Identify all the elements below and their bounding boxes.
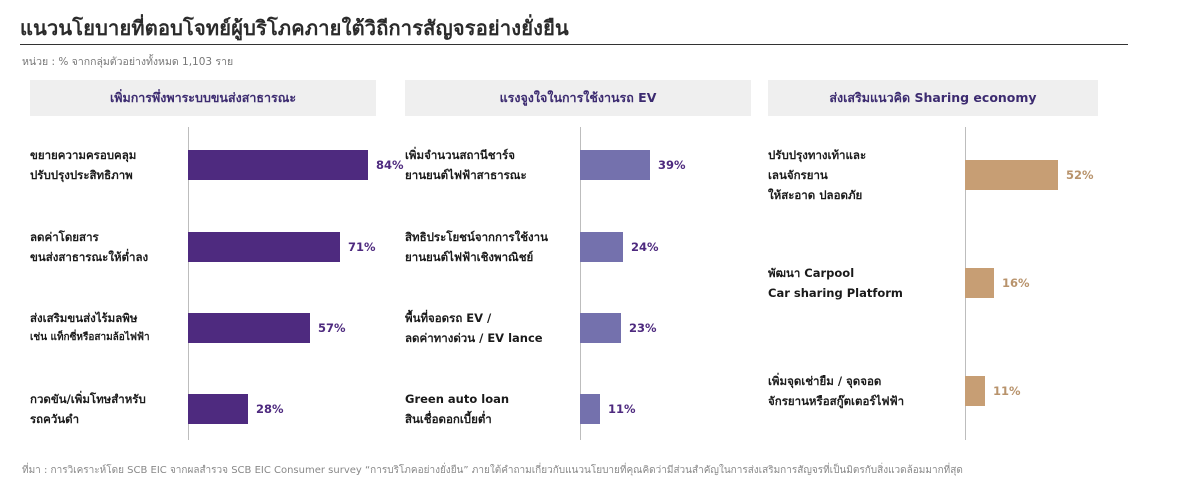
category-label-line: ขยายความครอบคลุม [30, 148, 137, 162]
category-label: กวดขัน/เพิ่มโทษสำหรับรถควันดำ [30, 389, 146, 429]
bar-value-label: 24% [631, 240, 659, 254]
title-rule [20, 44, 1128, 45]
category-label: พื้นที่จอดรถ EV / ลดค่าทางด่วน / EV lance [405, 308, 543, 348]
category-label: ส่งเสริมขนส่งไร้มลพิษเช่น แท็กซี่หรือสาม… [30, 308, 150, 348]
category-label-line: จักรยานหรือสกู๊ตเตอร์ไฟฟ้า [768, 394, 905, 408]
category-label-line: ลดค่าโดยสาร [30, 230, 99, 244]
bar-value-label: 11% [608, 402, 636, 416]
category-label-line: ขนส่งสาธารณะให้ต่ำลง [30, 250, 149, 264]
category-label: เพิ่มจำนวนสถานีชาร์จยานยนต์ไฟฟ้าสาธารณะ [405, 145, 527, 185]
category-label-line: ปรับปรุงประสิทธิภาพ [30, 168, 133, 182]
bar-axis [580, 127, 581, 440]
category-label-line: กวดขัน/เพิ่มโทษสำหรับ [30, 392, 146, 406]
bar-value-label: 57% [318, 321, 346, 335]
bar [188, 394, 248, 424]
bar [580, 150, 650, 180]
bar-value-label: 84% [376, 158, 404, 172]
category-label-line: Green auto loan [405, 392, 510, 406]
source-note: ที่มา : การวิเคราะห์โดย SCB EIC จากผลสำร… [22, 465, 963, 476]
category-label: ขยายความครอบคลุมปรับปรุงประสิทธิภาพ [30, 145, 136, 185]
unit-note: หน่วย : % จากกลุ่มตัวอย่างทั้งหมด 1,103 … [22, 56, 234, 68]
bar [580, 232, 623, 262]
bar-value-label: 39% [658, 158, 686, 172]
bar-value-label: 11% [993, 384, 1021, 398]
chart-panel-3: ส่งเสริมแนวคิด Sharing economy ปรับปรุงทา… [768, 80, 1098, 440]
panel-header-1: เพิ่มการพึ่งพาระบบขนส่งสาธารณะ [30, 80, 376, 116]
category-label: พัฒนา Carpool Car sharing Platform [768, 263, 903, 303]
panel-header-3: ส่งเสริมแนวคิด Sharing economy [768, 80, 1098, 116]
bar-value-label: 71% [348, 240, 376, 254]
bar-value-label: 52% [1066, 168, 1094, 182]
category-label-line: ลดค่าทางด่วน / EV lance [405, 331, 543, 345]
category-label-line: เพิ่มจำนวนสถานีชาร์จ [405, 148, 515, 162]
category-label-line: Car sharing Platform [768, 286, 903, 300]
bar [580, 394, 600, 424]
category-label-line: ให้สะอาด ปลอดภัย [768, 188, 863, 202]
bar [580, 313, 621, 343]
bar [965, 160, 1058, 190]
category-label: Green auto loan สินเชื่อดอกเบี้ยต่ำ [405, 389, 509, 429]
bar [188, 232, 340, 262]
chart-panel-1: เพิ่มการพึ่งพาระบบขนส่งสาธารณะขยายความคร… [30, 80, 404, 440]
category-label-line: สินเชื่อดอกเบี้ยต่ำ [405, 412, 492, 426]
category-label-line: สิทธิประโยชน์จากการใช้งาน [405, 230, 548, 244]
bar [965, 376, 985, 406]
category-label-line: ส่งเสริมขนส่งไร้มลพิษ [30, 311, 138, 325]
category-label: ปรับปรุงทางเท้าและเลนจักรยานให้สะอาด ปลอ… [768, 145, 866, 205]
category-label-line: ยานยนต์ไฟฟ้าเชิงพาณิชย์ [405, 250, 534, 264]
category-label-line: ยานยนต์ไฟฟ้าสาธารณะ [405, 168, 527, 182]
category-label-line: ปรับปรุงทางเท้าและ [768, 148, 867, 162]
category-label: ลดค่าโดยสารขนส่งสาธารณะให้ต่ำลง [30, 227, 148, 267]
bar-value-label: 28% [256, 402, 284, 416]
panel-header-2: แรงจูงใจในการใช้งานรถ EV [405, 80, 751, 116]
category-label: เพิ่มจุดเช่ายืม / จุดจอดจักรยานหรือสกู๊ต… [768, 371, 904, 411]
category-label-line: พื้นที่จอดรถ EV / [405, 311, 492, 325]
category-label-line: พัฒนา Carpool [768, 266, 855, 280]
bar [965, 268, 994, 298]
chart-panel-2: แรงจูงใจในการใช้งานรถ EV เพิ่มจำนวนสถานีช… [405, 80, 751, 440]
bar-value-label: 23% [629, 321, 657, 335]
category-label: สิทธิประโยชน์จากการใช้งานยานยนต์ไฟฟ้าเชิ… [405, 227, 548, 267]
chart-title: แนวนโยบายที่ตอบโจทย์ผู้บริโภคภายใต้วิถีก… [20, 16, 569, 40]
category-label-line: เลนจักรยาน [768, 168, 828, 182]
category-label-line: เช่น แท็กซี่หรือสามล้อไฟฟ้า [30, 332, 150, 343]
bar [188, 313, 310, 343]
bar [188, 150, 368, 180]
category-label-line: เพิ่มจุดเช่ายืม / จุดจอด [768, 374, 882, 388]
bar-value-label: 16% [1002, 276, 1030, 290]
category-label-line: รถควันดำ [30, 412, 80, 426]
bar-axis [188, 127, 189, 440]
